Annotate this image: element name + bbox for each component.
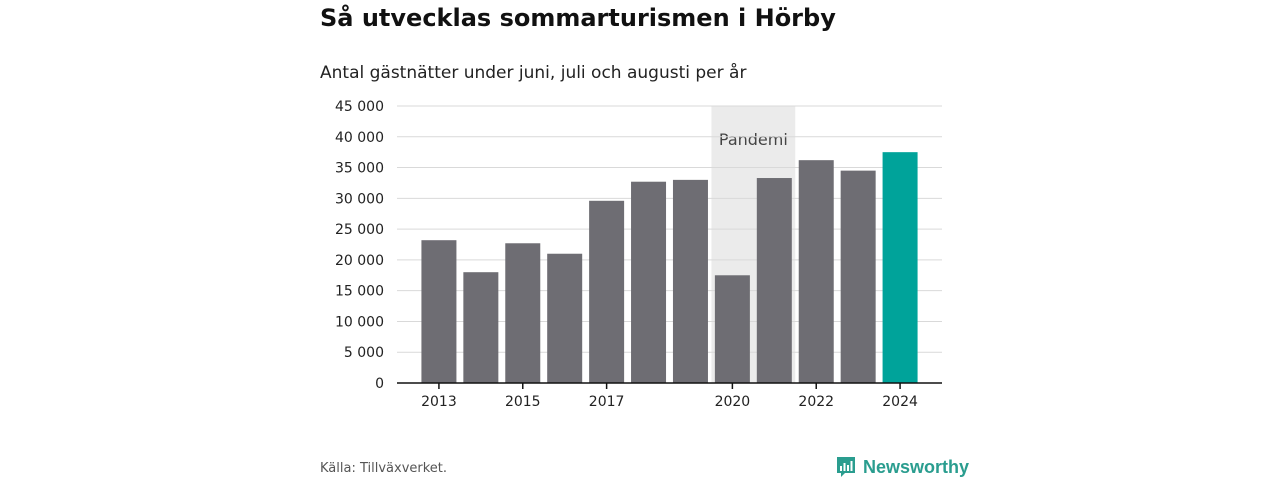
bar (756, 178, 792, 383)
bar (421, 240, 457, 383)
y-tick-label: 10 000 (335, 314, 384, 330)
newsworthy-logo-icon (837, 457, 855, 477)
y-tick-label: 40 000 (335, 130, 384, 146)
bar (505, 243, 541, 383)
bar (798, 160, 834, 383)
pandemic-label: Pandemi (719, 130, 788, 149)
brand-logo: Newsworthy (835, 455, 969, 479)
x-tick-label: 2013 (421, 394, 457, 410)
brand-name: Newsworthy (863, 456, 970, 477)
bar (882, 152, 918, 383)
bar (631, 181, 667, 383)
source-note: Källa: Tillväxverket. (320, 461, 448, 476)
y-tick-label: 45 000 (335, 99, 384, 115)
y-tick-label: 25 000 (335, 222, 384, 238)
chart-subtitle: Antal gästnätter under juni, juli och au… (320, 63, 747, 83)
bar (714, 275, 750, 383)
y-tick-label: 5 000 (344, 345, 384, 361)
y-tick-label: 20 000 (335, 253, 384, 269)
bar (589, 200, 625, 383)
y-tick-label: 30 000 (335, 191, 384, 207)
bar (547, 253, 583, 383)
bar (840, 170, 876, 383)
y-tick-label: 0 (375, 376, 384, 392)
y-tick-label: 35 000 (335, 161, 384, 177)
bar (463, 272, 499, 383)
x-tick-label: 2020 (715, 394, 751, 410)
chart-title: Så utvecklas sommarturismen i Hörby (320, 4, 836, 32)
bar (672, 179, 708, 383)
x-tick-label: 2022 (798, 394, 834, 410)
x-tick-label: 2015 (505, 394, 541, 410)
x-tick-label: 2024 (882, 394, 918, 410)
y-tick-label: 15 000 (335, 284, 384, 300)
x-tick-label: 2017 (589, 394, 625, 410)
